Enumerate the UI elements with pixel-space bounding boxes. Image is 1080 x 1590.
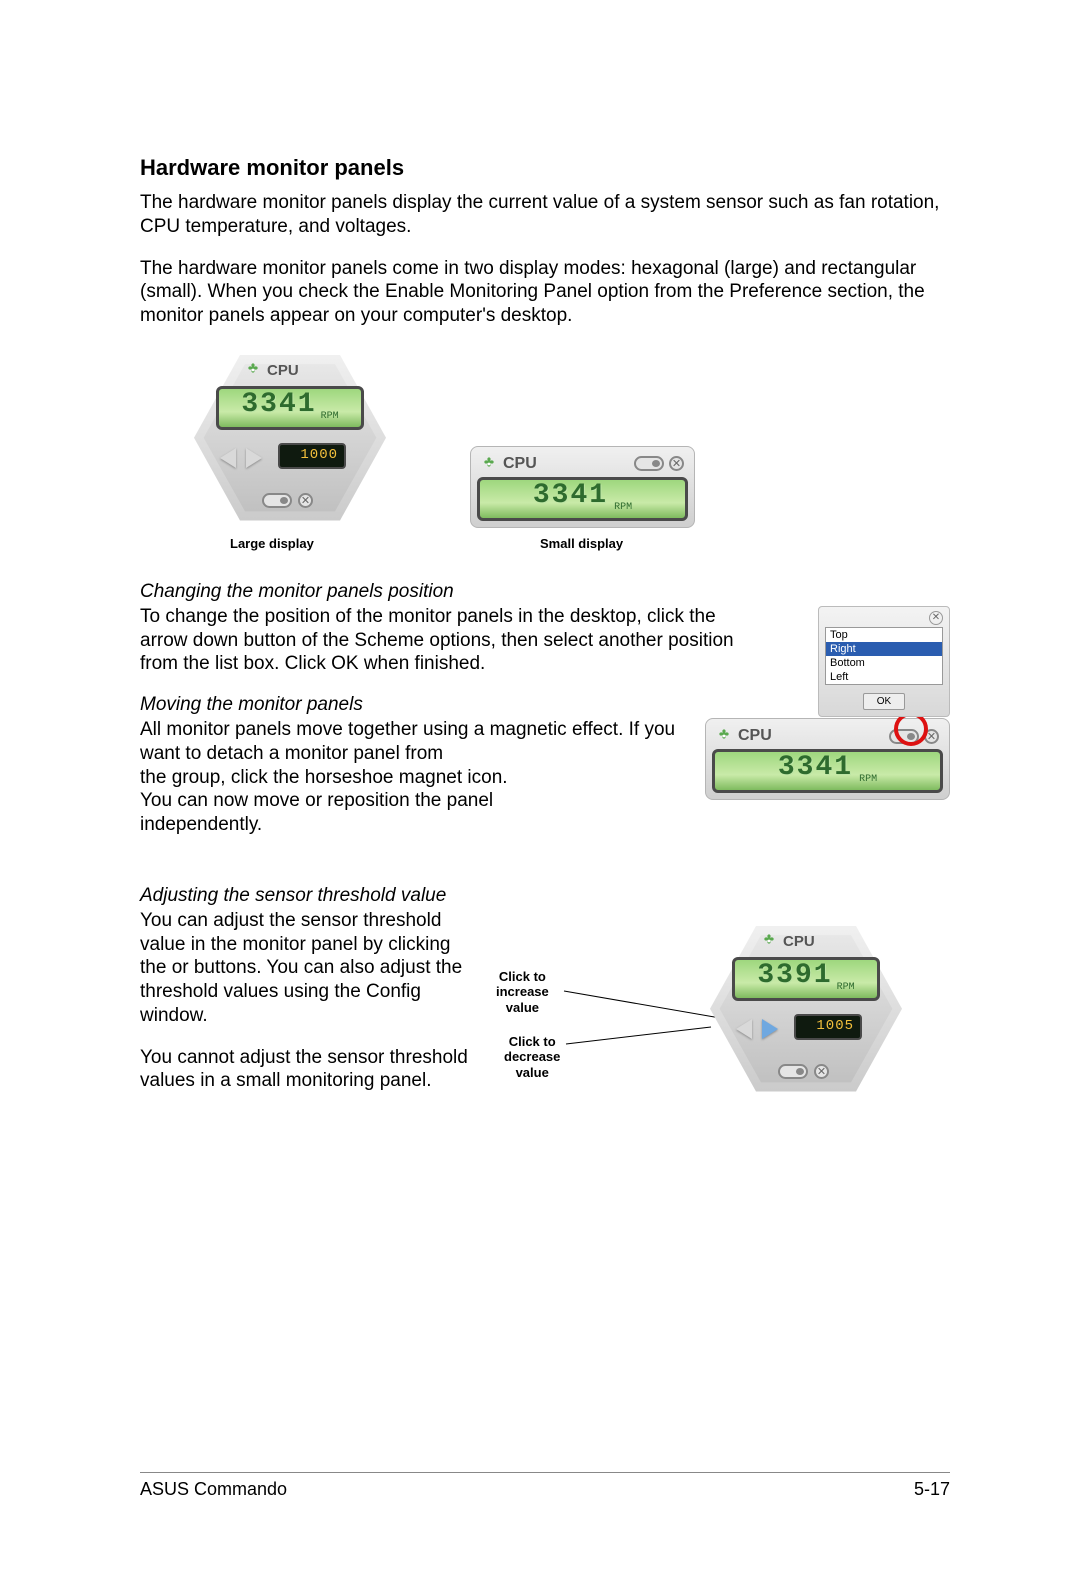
rect-panel[interactable]: CPU ✕ 3341 RPM bbox=[470, 446, 695, 528]
increase-button[interactable] bbox=[246, 448, 262, 468]
fan-icon bbox=[716, 728, 732, 744]
position-listbox[interactable]: ✕ Top Right Bottom Left OK bbox=[818, 606, 950, 717]
fan-icon bbox=[761, 933, 777, 949]
lcd-main: 3391 RPM bbox=[732, 957, 880, 1001]
subtext-position: To change the position of the monitor pa… bbox=[140, 605, 740, 676]
lcd-value: 3341 bbox=[533, 480, 608, 511]
hex-panel-threshold[interactable]: CPU 3391 RPM 1005 ✕ bbox=[706, 919, 906, 1099]
lcd-unit: RPM bbox=[859, 774, 877, 790]
magnet-icon[interactable] bbox=[634, 456, 664, 471]
section-heading: Hardware monitor panels bbox=[140, 155, 950, 181]
large-display-caption: Large display bbox=[230, 536, 390, 551]
fan-icon bbox=[481, 456, 497, 472]
listbox-item-top[interactable]: Top bbox=[826, 628, 942, 642]
hex-panel[interactable]: CPU 3341 RPM 1000 ✕ bbox=[190, 348, 390, 528]
threshold-figure: Click to increase value Click to decreas… bbox=[496, 909, 916, 1139]
lcd-main: 3341 RPM bbox=[216, 386, 364, 430]
lcd-unit: RPM bbox=[837, 982, 855, 998]
close-icon[interactable]: ✕ bbox=[929, 611, 943, 625]
magnet-icon[interactable] bbox=[778, 1064, 808, 1079]
lcd-unit: RPM bbox=[614, 502, 632, 518]
close-icon[interactable]: ✕ bbox=[924, 729, 939, 744]
close-icon[interactable]: ✕ bbox=[298, 493, 313, 508]
lcd-value: 3391 bbox=[757, 960, 832, 991]
figure-row: CPU 3341 RPM 1000 ✕ Large display CPU bbox=[190, 348, 950, 551]
lcd-value: 3341 bbox=[241, 389, 316, 420]
subtext-moving-b: the group, click the horseshoe magnet ic… bbox=[140, 766, 540, 837]
footer-left: ASUS Commando bbox=[140, 1479, 287, 1500]
lcd-value: 3341 bbox=[778, 752, 853, 783]
hex-panel-label: CPU bbox=[783, 933, 815, 950]
moving-figure: CPU ✕ 3341 RPM bbox=[705, 718, 950, 800]
footer-right: 5-17 bbox=[914, 1479, 950, 1500]
threshold-value: 1000 bbox=[278, 443, 346, 469]
increase-button[interactable] bbox=[762, 1019, 778, 1039]
hex-panel-title: CPU bbox=[245, 362, 299, 379]
subtext-threshold-b: You cannot adjust the sensor threshold v… bbox=[140, 1046, 480, 1094]
hex-panel-title: CPU bbox=[761, 933, 815, 950]
magnet-icon[interactable] bbox=[262, 493, 292, 508]
subtext-moving-a: All monitor panels move together using a… bbox=[140, 718, 689, 766]
subtext-threshold-a: You can adjust the sensor threshold valu… bbox=[140, 909, 480, 1028]
close-icon[interactable]: ✕ bbox=[814, 1064, 829, 1079]
lcd-main: 3341 RPM bbox=[712, 749, 943, 793]
rect-panel-label: CPU bbox=[738, 727, 772, 745]
close-icon[interactable]: ✕ bbox=[669, 456, 684, 471]
intro-paragraph-1: The hardware monitor panels display the … bbox=[140, 191, 950, 239]
threshold-value: 1005 bbox=[794, 1014, 862, 1040]
listbox-item-left[interactable]: Left bbox=[826, 670, 942, 684]
subheading-threshold: Adjusting the sensor threshold value bbox=[140, 885, 950, 907]
intro-paragraph-2: The hardware monitor panels come in two … bbox=[140, 257, 950, 328]
listbox-options[interactable]: Top Right Bottom Left bbox=[825, 627, 943, 685]
listbox-item-bottom[interactable]: Bottom bbox=[826, 656, 942, 670]
small-display-figure: CPU ✕ 3341 RPM Small display bbox=[470, 446, 695, 551]
lcd-unit: RPM bbox=[321, 411, 339, 427]
magnet-icon[interactable] bbox=[889, 729, 919, 744]
small-display-caption: Small display bbox=[540, 536, 695, 551]
listbox-item-right[interactable]: Right bbox=[826, 642, 942, 656]
page-footer: ASUS Commando 5-17 bbox=[140, 1472, 950, 1500]
rect-panel-magnet[interactable]: CPU ✕ 3341 RPM bbox=[705, 718, 950, 800]
hex-panel-label: CPU bbox=[267, 362, 299, 379]
ok-button[interactable]: OK bbox=[863, 693, 905, 710]
large-display-figure: CPU 3341 RPM 1000 ✕ Large display bbox=[190, 348, 390, 551]
rect-panel-label: CPU bbox=[503, 455, 537, 473]
fan-icon bbox=[245, 362, 261, 378]
lcd-main: 3341 RPM bbox=[477, 477, 688, 521]
decrease-button[interactable] bbox=[220, 448, 236, 468]
subheading-position: Changing the monitor panels position bbox=[140, 581, 950, 603]
decrease-button[interactable] bbox=[736, 1019, 752, 1039]
